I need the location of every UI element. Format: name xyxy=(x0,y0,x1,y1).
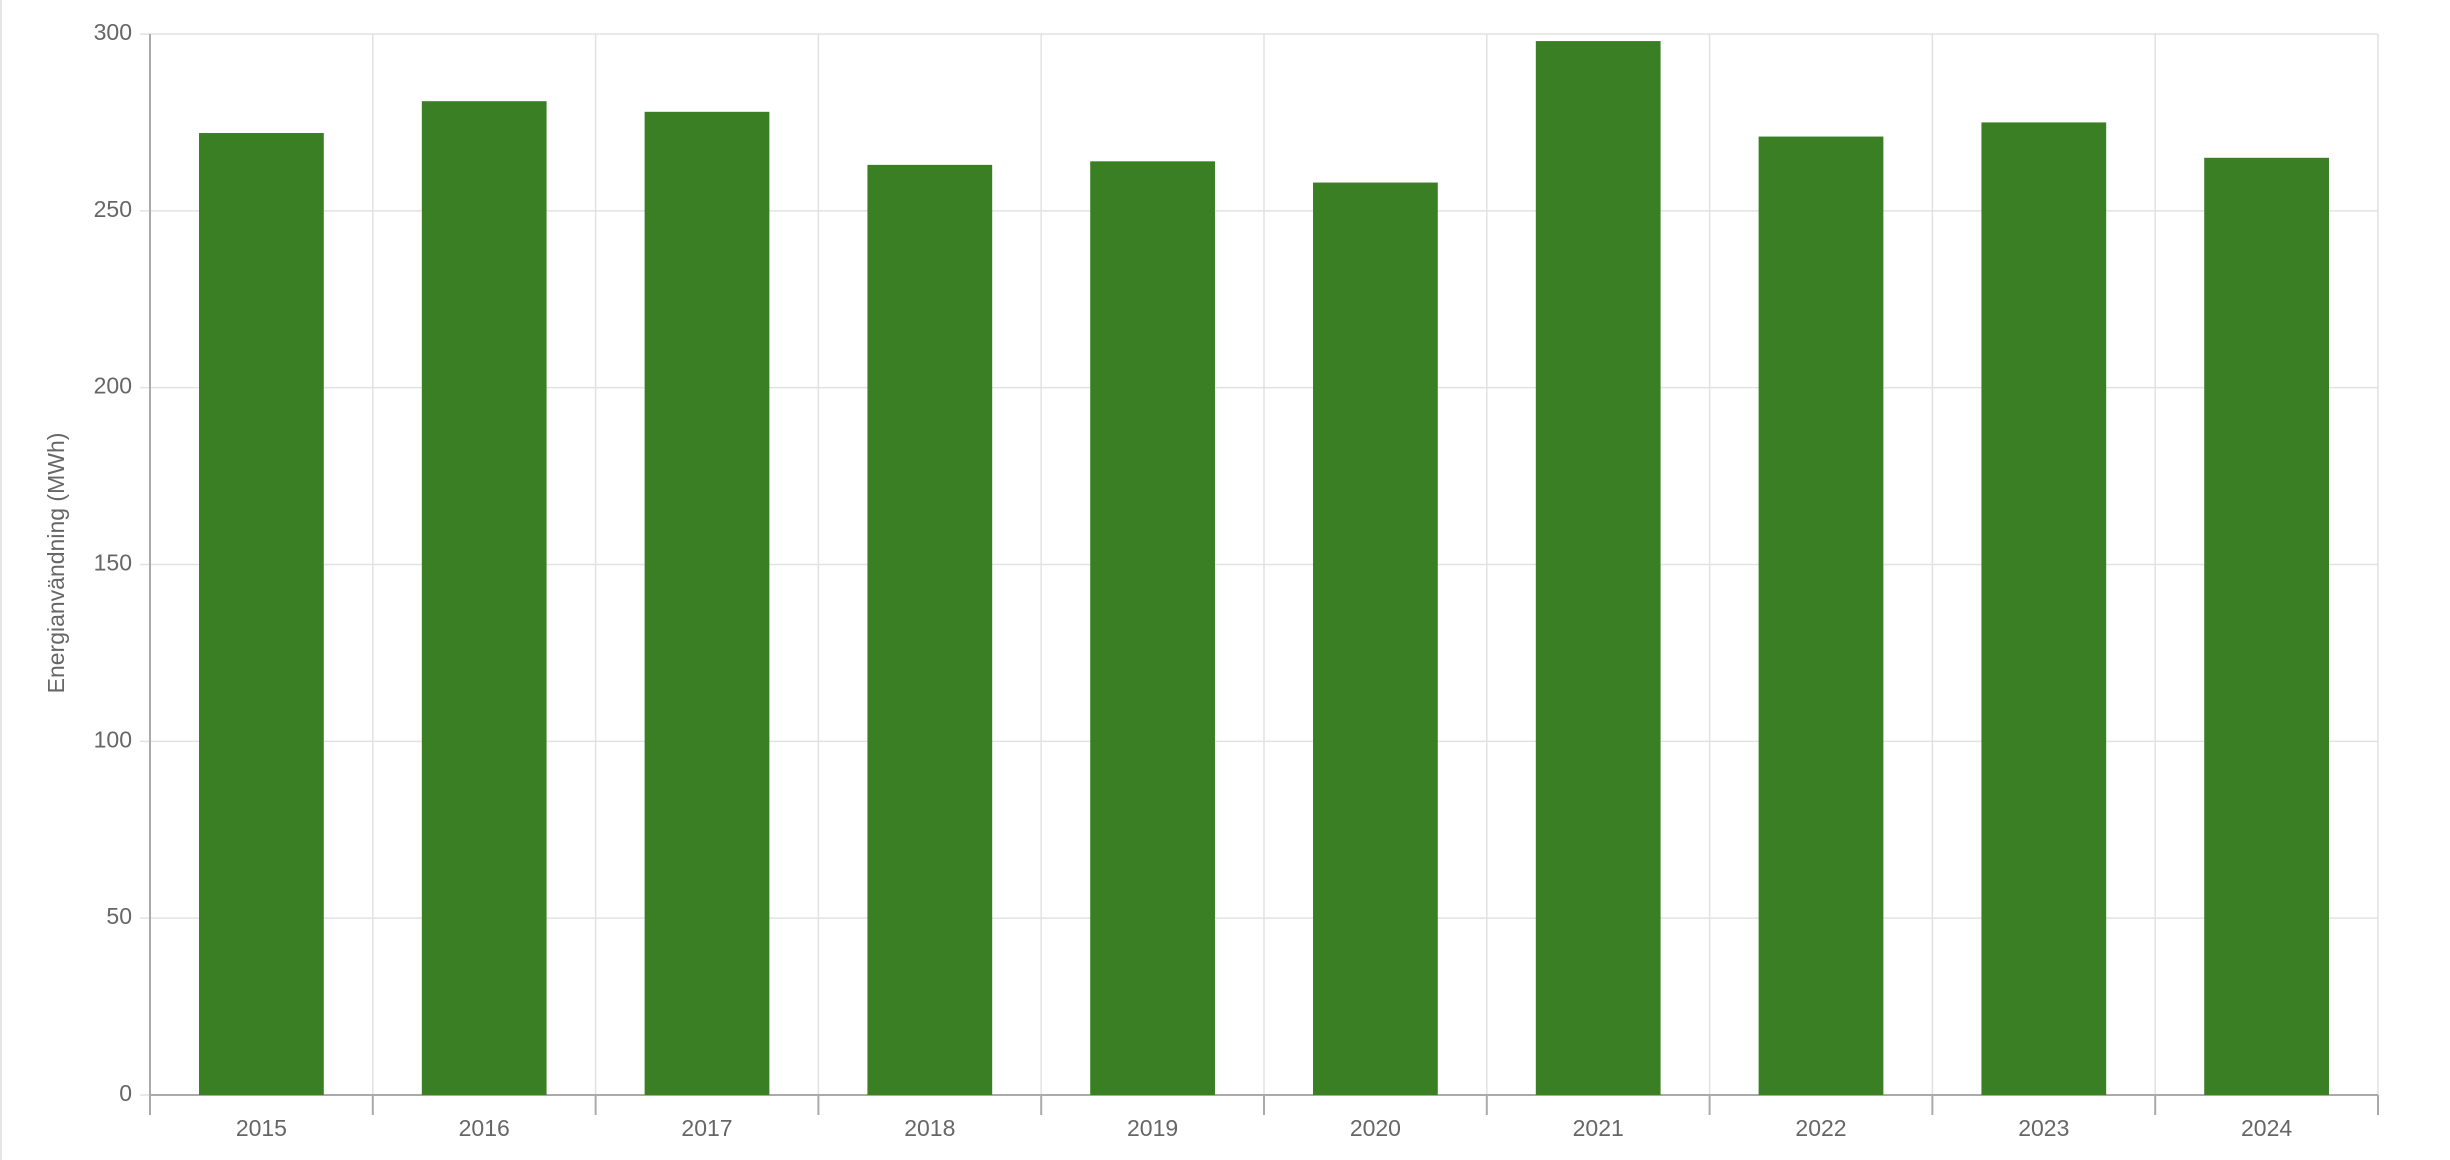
bar xyxy=(1535,41,1661,1095)
bar xyxy=(867,164,993,1095)
x-tick-label: 2021 xyxy=(1573,1115,1624,1141)
y-tick-label: 250 xyxy=(94,196,132,222)
x-tick-label: 2024 xyxy=(2241,1115,2292,1141)
y-tick-label: 100 xyxy=(94,726,132,752)
y-tick-label: 300 xyxy=(94,19,132,45)
x-tick-label: 2020 xyxy=(1350,1115,1401,1141)
bar xyxy=(1090,161,1215,1095)
bar xyxy=(1313,182,1438,1096)
x-tick-label: 2022 xyxy=(1795,1115,1846,1141)
y-axis-title: Energianvändning (MWh) xyxy=(43,433,69,694)
y-tick-label: 50 xyxy=(106,903,132,929)
bar xyxy=(199,133,324,1095)
bar xyxy=(2204,157,2329,1096)
x-tick-label: 2016 xyxy=(459,1115,510,1141)
x-tick-label: 2015 xyxy=(236,1115,287,1141)
y-tick-label: 200 xyxy=(94,373,132,399)
bar xyxy=(1981,122,2107,1095)
x-tick-label: 2018 xyxy=(904,1115,955,1141)
y-tick-label: 150 xyxy=(94,550,132,576)
bar xyxy=(644,111,770,1096)
x-tick-label: 2017 xyxy=(681,1115,732,1141)
x-tick-label: 2023 xyxy=(2018,1115,2069,1141)
y-tick-label: 0 xyxy=(119,1080,132,1106)
bar xyxy=(1758,136,1884,1095)
x-tick-label: 2019 xyxy=(1127,1115,1178,1141)
bar xyxy=(421,101,547,1096)
